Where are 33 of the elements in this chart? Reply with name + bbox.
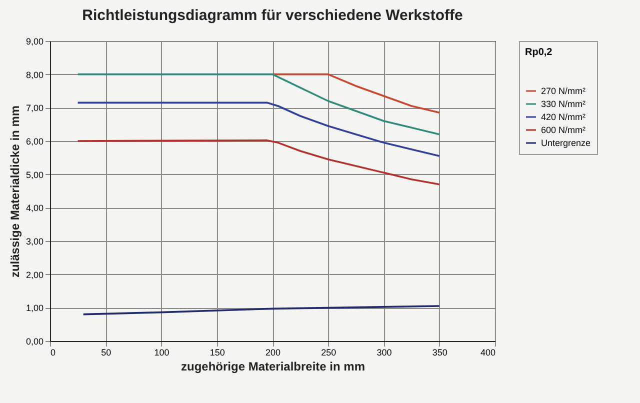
legend-title: Rp0,2 <box>525 47 553 58</box>
line-series <box>76 139 440 186</box>
x-tick-label: 400 <box>480 348 496 358</box>
line-series <box>272 73 440 114</box>
legend-label: 270 N/mm² <box>541 86 586 96</box>
y-tick-label: 2,00 <box>26 270 44 280</box>
y-tick-label: 1,00 <box>26 303 44 314</box>
y-axis-title: zulässige Materialdicke in mm <box>8 105 22 278</box>
x-tick-label: 150 <box>210 348 225 358</box>
legend-label: 420 N/mm² <box>541 112 586 122</box>
x-tick-label: 300 <box>376 348 392 358</box>
y-tick-label: 8,00 <box>26 70 44 80</box>
legend-label: 600 N/mm² <box>541 125 586 135</box>
x-tick-label: 250 <box>321 348 336 358</box>
x-tick-label: 0 <box>50 348 56 358</box>
legend-label: 330 N/mm² <box>541 99 586 109</box>
x-axis-title: zugehörige Materialbreite in mm <box>180 360 366 374</box>
x-tick-label: 200 <box>265 348 281 358</box>
chart-title: Richtleistungsdiagramm für verschiedene Werkstoffe <box>82 7 463 24</box>
line-series <box>82 305 440 316</box>
legend-label: Untergrenze <box>541 138 591 148</box>
y-tick-label: 7,00 <box>26 103 44 114</box>
y-tick-label: 4,00 <box>26 203 44 214</box>
line-series <box>76 73 440 136</box>
x-tick-label: 100 <box>154 348 170 358</box>
y-tick-label: 9,00 <box>26 36 44 46</box>
line-series <box>76 102 440 157</box>
y-tick-label: 5,00 <box>26 170 44 180</box>
x-tick-label: 50 <box>101 348 112 358</box>
y-tick-label: 6,00 <box>26 136 44 146</box>
x-tick-label: 350 <box>432 348 448 358</box>
y-tick-label: 0,00 <box>26 336 44 346</box>
y-tick-label: 3,00 <box>26 236 44 246</box>
